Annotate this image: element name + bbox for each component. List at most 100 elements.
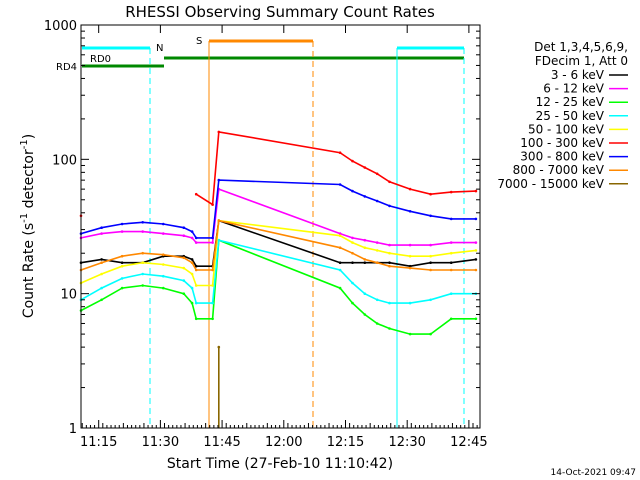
annotation-rd4: RD4 <box>56 62 77 73</box>
series-point <box>408 210 412 213</box>
series-point <box>388 261 391 265</box>
series-point <box>100 232 103 235</box>
x-axis-label: Start Time (27-Feb-10 11:10:42) <box>167 456 393 472</box>
series-point <box>351 236 354 240</box>
series-point <box>449 241 453 244</box>
series-point <box>375 298 379 302</box>
series-point <box>388 180 391 184</box>
x-tick-label: 12:30 <box>388 435 425 450</box>
series-point <box>429 298 432 302</box>
series-point <box>211 268 214 272</box>
series-point <box>120 277 124 280</box>
series-point <box>194 192 198 196</box>
series-point <box>351 301 354 305</box>
series-point <box>141 251 144 255</box>
series-point <box>100 272 103 276</box>
series-point <box>363 292 367 296</box>
series-point <box>375 199 379 203</box>
series-point <box>194 284 198 287</box>
series-point <box>338 246 342 249</box>
series-point <box>190 261 194 265</box>
x-tick-label: 12:45 <box>450 435 487 450</box>
series-point <box>217 219 221 222</box>
series-point <box>474 258 478 261</box>
series-point <box>408 266 412 270</box>
series-point <box>100 226 103 229</box>
timestamp: 14-Oct-2021 09:47 <box>551 468 636 478</box>
series-point <box>194 317 198 321</box>
series-point <box>190 272 194 276</box>
series-point <box>449 251 453 255</box>
series-point <box>363 246 367 249</box>
series-point <box>100 286 103 290</box>
y-label-main: Count Rate (s <box>21 223 37 318</box>
series-point <box>449 317 453 321</box>
series-point <box>100 298 103 302</box>
series-point <box>388 264 391 268</box>
series-point <box>190 258 194 261</box>
series-layer <box>79 130 478 428</box>
series-point <box>182 234 186 237</box>
series-point <box>429 192 432 196</box>
series-point <box>217 178 221 182</box>
series-point <box>162 232 165 235</box>
series-point <box>375 322 379 325</box>
annotation-s: S <box>196 36 202 47</box>
series-point <box>429 261 432 265</box>
series-point <box>338 183 342 186</box>
x-tick-label: 12:15 <box>327 435 364 450</box>
plot-frame <box>80 24 481 429</box>
series-point <box>429 268 432 272</box>
series-point <box>363 166 367 169</box>
series-point <box>211 284 214 287</box>
x-tick-label: 12:00 <box>265 435 302 450</box>
series-point <box>338 232 342 235</box>
series-point <box>194 264 198 268</box>
series-point <box>211 236 214 240</box>
series-point <box>429 214 432 218</box>
series-point <box>162 263 165 266</box>
series-point <box>182 279 186 282</box>
legend-label: 25 - 50 keV <box>536 109 605 123</box>
series-point <box>363 261 367 265</box>
series-point <box>141 261 144 265</box>
series-point <box>100 258 103 261</box>
series-point <box>408 243 412 247</box>
series-point <box>363 195 367 198</box>
series-point <box>217 345 221 349</box>
y-axis: 1 10 100 1000 <box>44 19 480 437</box>
series-point <box>375 241 379 244</box>
series-point <box>190 230 194 233</box>
series-point <box>449 292 453 296</box>
series-point <box>351 189 354 193</box>
series-point <box>194 301 198 305</box>
y-label-sup-2: -1 <box>19 139 30 149</box>
series-point <box>211 301 214 305</box>
x-tick-label: 11:30 <box>142 435 179 450</box>
legend-label: 7000 - 15000 keV <box>497 177 604 191</box>
x-tick-label: 11:15 <box>80 435 117 450</box>
y-tick-label: 10 <box>60 288 77 303</box>
series-point <box>351 251 354 255</box>
series-point <box>162 286 165 290</box>
series-point <box>388 251 391 255</box>
y-tick-label: 100 <box>52 153 77 168</box>
y-label-end: ) <box>21 134 37 139</box>
series-point <box>217 130 221 134</box>
series-point <box>408 332 412 336</box>
series-point <box>449 217 453 221</box>
series-point <box>474 189 478 193</box>
legend-label: 800 - 7000 keV <box>513 163 605 177</box>
series-point <box>120 264 124 268</box>
series-point <box>408 187 412 191</box>
series-point <box>141 230 144 233</box>
series-point <box>182 292 186 296</box>
series-point <box>474 217 478 221</box>
series-point <box>194 268 198 272</box>
series-point <box>363 313 367 316</box>
series-point <box>217 238 221 242</box>
legend-header-2: FDecim 1, Att 0 <box>535 54 628 68</box>
series-point <box>120 254 124 258</box>
legend-header-1: Det 1,3,4,5,6,9, <box>534 40 628 54</box>
